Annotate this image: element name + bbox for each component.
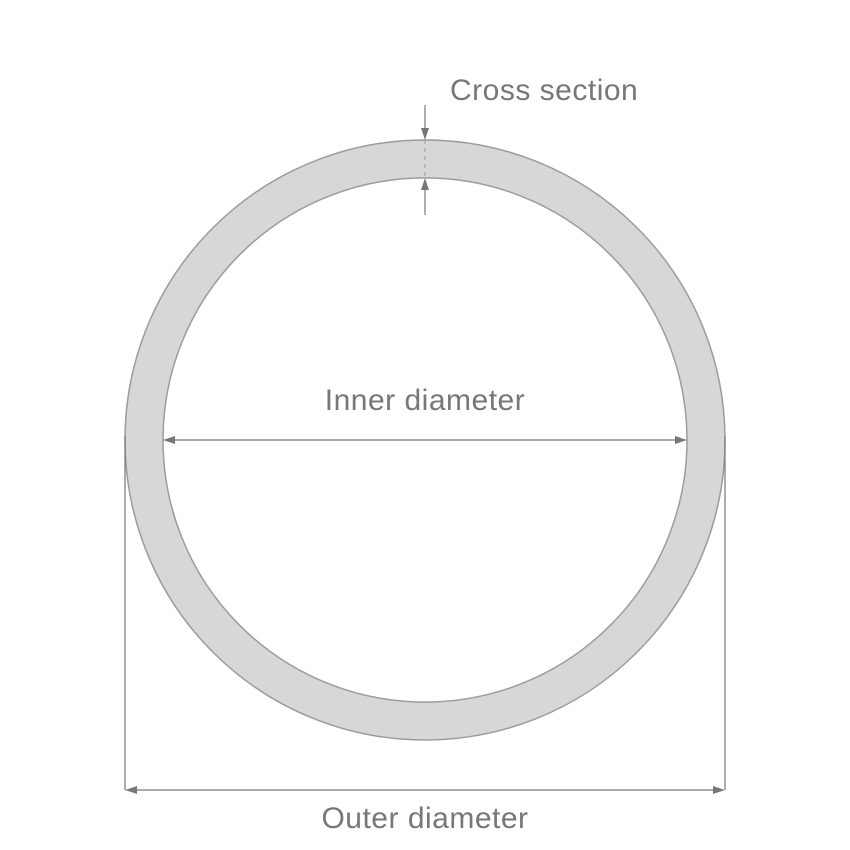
outer-diameter-label: Outer diameter — [321, 802, 528, 835]
cross-section-label: Cross section — [450, 74, 638, 107]
ring-dimension-diagram: Cross section Inner diameter Outer diame… — [0, 0, 850, 850]
inner-diameter-label: Inner diameter — [325, 384, 525, 417]
cross-section-arrow-top — [421, 105, 429, 140]
cross-section-arrow-bottom — [421, 178, 429, 215]
inner-diameter-arrow — [163, 436, 687, 444]
outer-diameter-arrow — [125, 786, 725, 794]
